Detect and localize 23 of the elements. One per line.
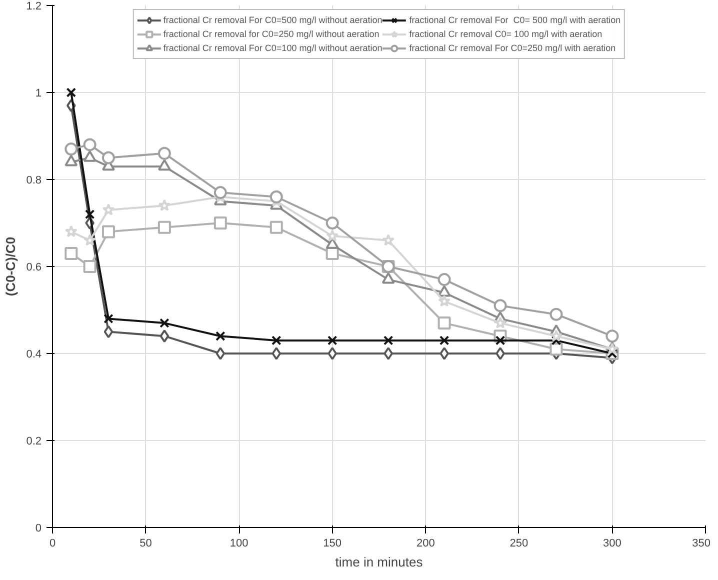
x-axis-title: time in minutes: [335, 554, 424, 570]
y-tick-label: 0.6: [26, 262, 42, 274]
y-tick-label: 1: [35, 88, 42, 100]
y-tick-label: 0.8: [26, 174, 42, 186]
x-tick-label: 350: [692, 538, 711, 550]
legend-label: fractional Cr removal For C0=250 mg/l with aeration: [409, 42, 616, 55]
x-tick-label: 150: [323, 538, 342, 550]
legend-label: fractional Cr removal For C0= 500 mg/l with aeration: [409, 14, 621, 27]
y-axis-title: (C0-C)/C0: [3, 236, 18, 296]
x-tick-label: 50: [140, 538, 152, 550]
x-tick-label: 200: [416, 538, 435, 550]
legend-label: fractional Cr removal For C0=100 mg/l without aeration: [163, 42, 382, 55]
y-tick-label: 0.4: [26, 348, 42, 360]
legend-label: fractional Cr removal C0= 100 mg/l with aeration: [409, 28, 602, 41]
x-tick-label: 100: [230, 538, 248, 550]
y-tick-label: 1.2: [26, 0, 42, 12]
x-tick-label: 300: [603, 538, 622, 550]
legend-label: fractional Cr removal For C0=500 mg/l without aeration: [163, 14, 382, 27]
y-tick-label: 0.2: [26, 436, 42, 448]
y-tick-label: 0: [35, 522, 42, 534]
x-tick-label: 0: [49, 538, 56, 550]
legend-label: fractional Cr removal for C0=250 mg/l without aeration: [163, 28, 380, 41]
x-tick-label: 250: [510, 538, 528, 550]
